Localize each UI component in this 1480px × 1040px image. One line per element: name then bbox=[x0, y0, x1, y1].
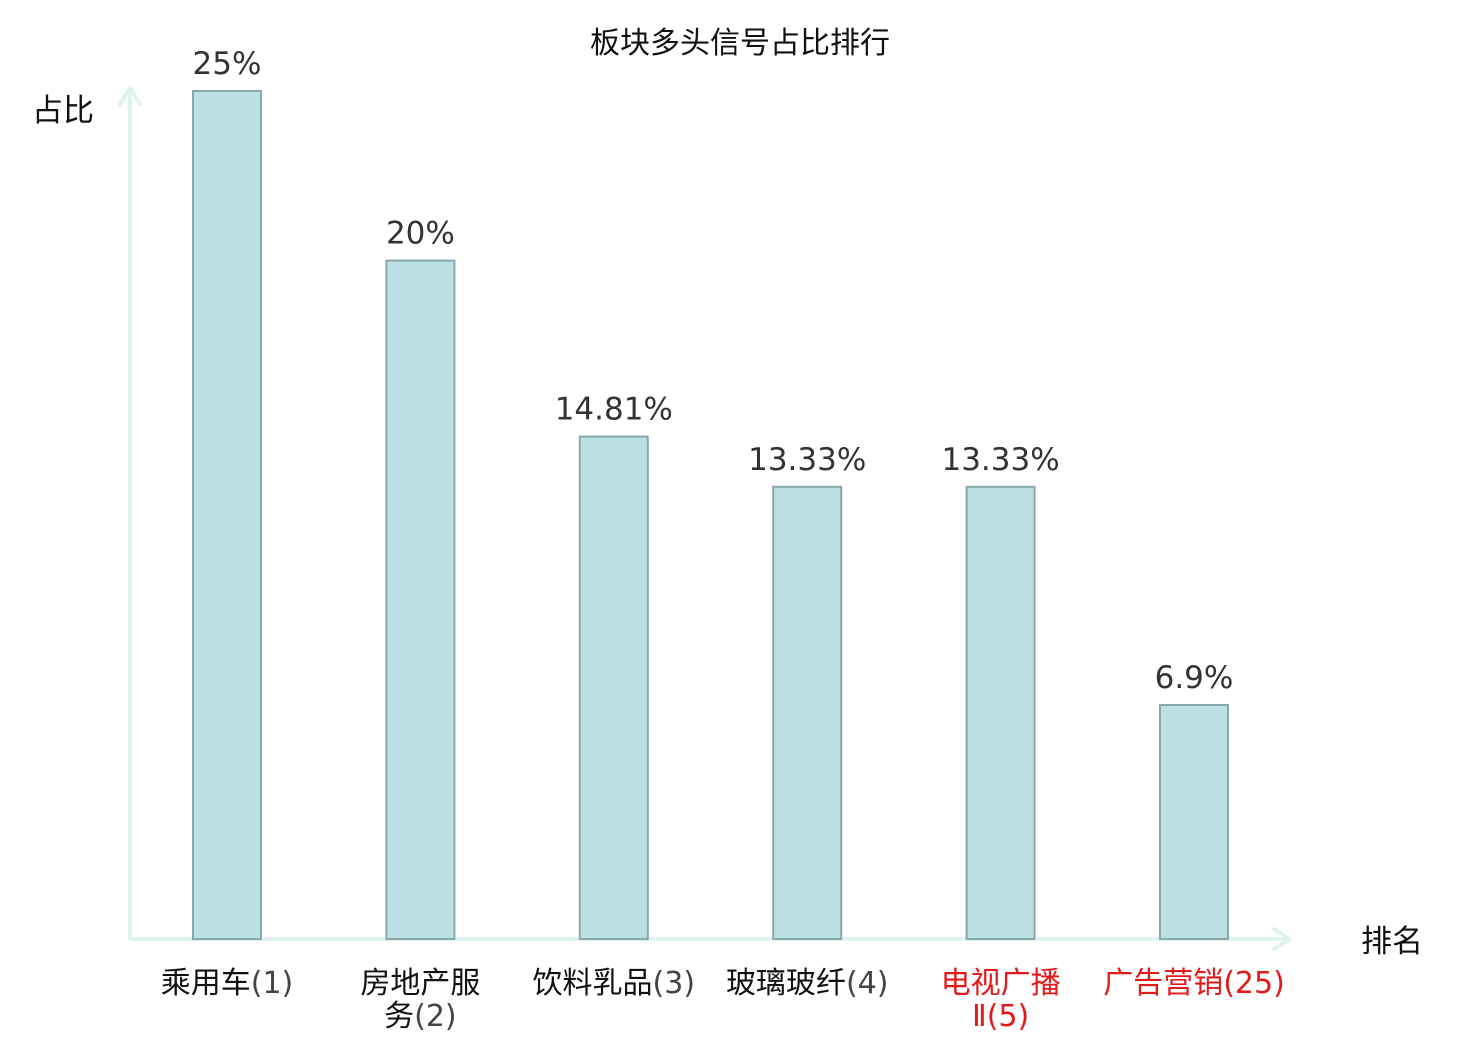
value-label-3: 14.81% bbox=[555, 392, 673, 428]
category-label-2-line-1: 房地产服 bbox=[360, 966, 480, 1001]
category-label-5-line-2: Ⅱ(5) bbox=[972, 999, 1029, 1034]
category-label-5-line-1: 电视广播 bbox=[941, 966, 1061, 1001]
chart-title: 板块多头信号占比排行 bbox=[590, 26, 890, 61]
category-label-2-line-2: 务(2) bbox=[384, 999, 457, 1034]
bar-6 bbox=[1159, 704, 1229, 940]
bar-2 bbox=[385, 259, 456, 941]
value-labels-group: 25% 20% 14.81% 13.33% 13.33% 6.9% bbox=[193, 46, 1234, 696]
x-axis-label: 排名 bbox=[1361, 924, 1423, 960]
category-label-6: 广告营销(25) bbox=[1103, 966, 1285, 1001]
bars-group bbox=[192, 90, 1229, 941]
axes bbox=[118, 86, 1292, 951]
x-axis-arrow-icon bbox=[1272, 927, 1292, 951]
value-label-2: 20% bbox=[386, 216, 455, 252]
category-label-1: 乘用车(1) bbox=[161, 966, 294, 1001]
value-label-5: 13.33% bbox=[941, 442, 1059, 478]
y-axis-arrow-icon bbox=[118, 86, 142, 106]
bar-1 bbox=[192, 90, 262, 940]
value-label-4: 13.33% bbox=[748, 442, 866, 478]
y-axis-label: 占比 bbox=[32, 93, 94, 129]
value-label-6: 6.9% bbox=[1155, 660, 1234, 696]
bar-3 bbox=[578, 435, 649, 940]
bar-5 bbox=[965, 485, 1036, 940]
bar-4 bbox=[772, 485, 843, 940]
value-label-1: 25% bbox=[193, 46, 262, 82]
category-label-4: 玻璃玻纤(4) bbox=[726, 966, 889, 1001]
category-label-3: 饮料乳品(3) bbox=[533, 966, 696, 1001]
